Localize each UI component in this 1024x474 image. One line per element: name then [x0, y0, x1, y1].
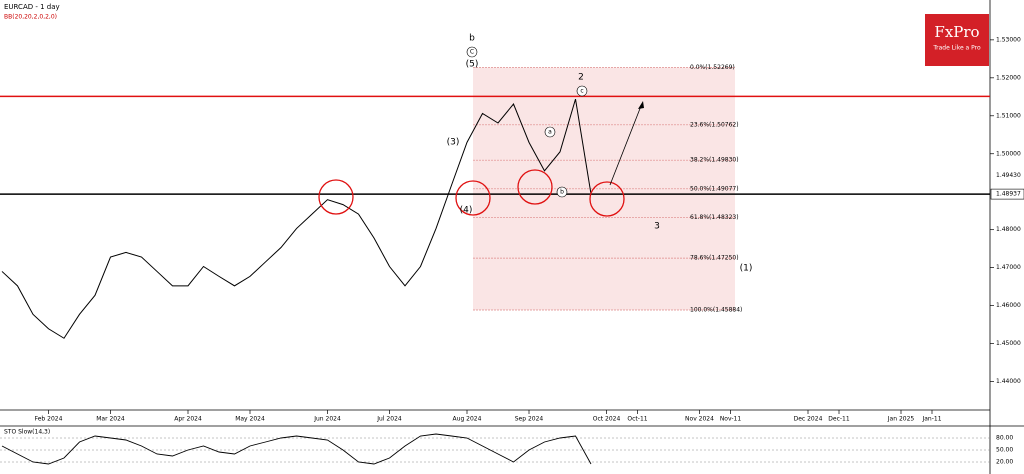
- x-tick-label: Dec 2024: [794, 416, 823, 423]
- x-tick-label: Jan 2025: [887, 416, 915, 423]
- wave-circle: [466, 46, 478, 58]
- y-tick-label: 1.44000: [996, 378, 1021, 385]
- price-box: [990, 188, 1024, 200]
- wave-circle: [544, 126, 556, 138]
- y-tick-label: 1.48000: [996, 226, 1021, 233]
- y-tick-label: 1.46000: [996, 302, 1021, 309]
- x-tick-label: Sep 2024: [515, 416, 544, 423]
- wave-label: 3: [654, 222, 660, 232]
- x-tick-label: Jan-11: [921, 416, 941, 423]
- osc-tick-label: 50.00: [996, 447, 1013, 454]
- wave-label: b: [469, 34, 475, 44]
- wave-label: c: [580, 88, 583, 95]
- x-tick-label: Nov-11: [720, 416, 742, 423]
- logo-name: FxPro: [934, 23, 979, 41]
- indicator-label: BB(20,20,2,0,2,0): [4, 14, 57, 21]
- wave-label: C: [470, 49, 474, 56]
- x-tick-label: Oct 2024: [593, 416, 621, 423]
- x-tick-label: Jul 2024: [376, 416, 402, 423]
- forecast-arrow: [609, 105, 642, 186]
- logo-box: [925, 14, 989, 66]
- fib-label: 50.0%(1.49077): [690, 185, 739, 192]
- x-tick-label: Aug 2024: [453, 416, 482, 423]
- osc-tick-label: 20.00: [996, 459, 1013, 466]
- highlight-circle: [455, 180, 491, 216]
- y-tick-label: 1.50000: [996, 150, 1021, 157]
- highlight-circle: [318, 179, 354, 215]
- y-tick-label: 1.51000: [996, 112, 1021, 119]
- y-tick-label: 1.53000: [996, 36, 1021, 43]
- fib-label: 0.0%(1.52269): [690, 64, 735, 71]
- osc-line: [1, 433, 592, 465]
- price-label: 1.49430: [996, 172, 1021, 179]
- wave-label: (5): [466, 60, 479, 70]
- y-tick-label: 1.52000: [996, 74, 1021, 81]
- x-tick-label: Apr 2024: [174, 416, 202, 423]
- wave-circle: [556, 186, 568, 198]
- x-tick-label: Oct-11: [627, 416, 647, 423]
- x-tick-label: Dec-11: [828, 416, 850, 423]
- highlight-circle: [589, 181, 625, 217]
- fib-label: 38.2%(1.49830): [690, 157, 739, 164]
- logo-tagline: Trade Like a Pro: [932, 45, 981, 52]
- x-tick-label: May 2024: [235, 416, 265, 423]
- fib-label: 23.6%(1.50762): [690, 121, 739, 128]
- wave-label: (1): [740, 264, 753, 274]
- arrow-head: [638, 101, 644, 109]
- x-tick-label: Mar 2024: [96, 416, 125, 423]
- oscillator-title: STO Slow(14,3): [4, 429, 50, 436]
- fib-label: 100.0%(1.45884): [690, 307, 742, 314]
- fib-label: 78.6%(1.47250): [690, 255, 739, 262]
- osc-tick-label: 80.00: [996, 435, 1013, 442]
- wave-circle: [576, 85, 588, 97]
- x-tick-label: Feb 2024: [35, 416, 63, 423]
- highlight-circle: [517, 169, 553, 205]
- wave-label: (3): [447, 138, 460, 148]
- chart-title: EURCAD - 1 day: [4, 3, 60, 11]
- price-line: [1, 98, 592, 339]
- y-tick-label: 1.47000: [996, 264, 1021, 271]
- wave-label: 2: [578, 73, 584, 83]
- wave-label: a: [548, 129, 552, 136]
- x-tick-label: Nov 2024: [685, 416, 714, 423]
- wave-label: (4): [460, 206, 473, 216]
- fib-label: 61.8%(1.48323): [690, 214, 739, 221]
- price-label: 1.48937: [996, 191, 1021, 198]
- y-tick-label: 1.45000: [996, 340, 1021, 347]
- x-tick-label: Jun 2024: [313, 416, 341, 423]
- wave-label: b: [560, 189, 564, 196]
